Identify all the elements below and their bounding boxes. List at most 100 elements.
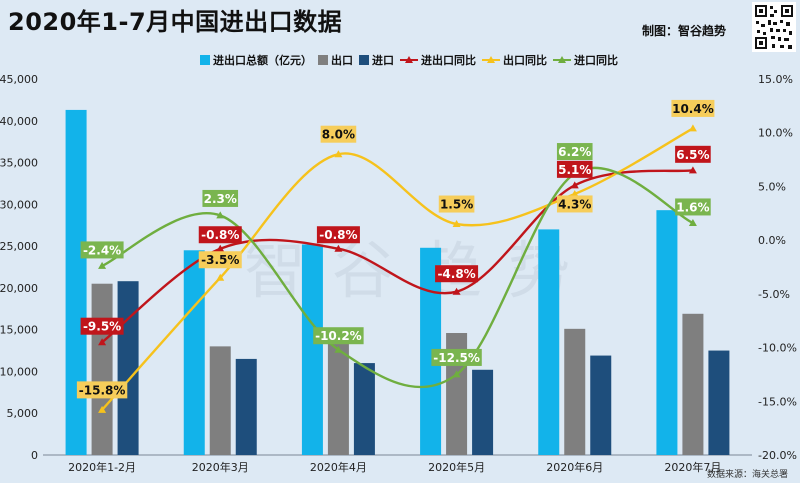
marker-total_yoy [452,287,461,295]
bar-import [708,350,730,455]
y-left-tick-label: 25,000 [0,240,38,253]
marker-total_yoy [216,244,225,252]
y-left-tick-label: 35,000 [0,157,38,170]
data-label-bg [313,327,364,345]
data-source: 数据来源：海关总署 [706,470,788,480]
y-left-tick-label: 40,000 [0,115,38,128]
y-right-tick-label: 0.0% [758,234,786,247]
legend-swatch [318,55,328,65]
data-label-text: -3.5% [201,253,239,267]
legend-item-import: 进口 [359,52,394,68]
bar-export [209,346,231,455]
data-label-bg [431,348,482,366]
legend-item-export_yoy: 出口同比 [482,52,547,68]
bar-export [682,313,704,455]
bar-total [420,247,442,455]
bar-import [117,281,139,455]
x-tick-label: 2020年7月 [664,460,721,474]
marker-export_yoy [452,220,461,228]
marker-total_yoy [98,338,107,346]
marker-import_yoy [98,261,107,269]
data-label-total_yoy: -9.5% [80,317,124,335]
data-label-import_yoy: -10.2% [313,327,364,345]
marker-export_yoy [688,124,697,132]
legend-item-export: 出口 [318,52,353,68]
legend-label: 进出口总额（亿元） [213,54,312,67]
y-left-tick-label: 15,000 [0,324,38,337]
data-label-export_yoy: -3.5% [198,251,242,269]
data-label-text: 5.1% [558,163,591,177]
legend-label: 进出口同比 [421,54,476,67]
data-label-text: -0.8% [319,228,357,242]
data-label-text: 6.2% [558,145,591,159]
data-label-bg [556,195,593,213]
data-label-bg [671,99,715,117]
legend-label: 进口 [372,54,394,67]
marker-export_yoy [334,150,343,158]
bar-total [538,229,560,455]
marker-total_yoy [570,181,579,189]
data-label-text: -0.8% [201,228,239,242]
data-label-import_yoy: -2.4% [80,241,124,259]
legend-label: 进口同比 [574,54,618,67]
legend-swatch [359,55,369,65]
data-label-export_yoy: -15.8% [76,381,128,399]
bar-export [564,328,586,455]
x-tick-label: 2020年3月 [192,460,249,474]
data-label-bg [202,189,239,207]
x-tick-label: 2020年6月 [546,460,603,474]
data-label-text: -4.8% [437,267,475,281]
data-label-bg [80,317,124,335]
data-label-text: -2.4% [83,243,121,257]
data-label-bg [675,145,711,163]
legend-line-marker [400,56,418,63]
data-label-bg [198,226,242,244]
data-label-text: 4.3% [558,197,591,211]
y-left-tick-label: 5,000 [7,407,39,420]
data-label-export_yoy: 10.4% [671,99,715,117]
chart-title: 2020年1-7月中国进出口数据 [8,8,343,36]
bar-import [472,369,494,455]
marker-import_yoy [688,218,697,226]
data-label-text: 1.5% [440,198,473,212]
marker-export_yoy [570,189,579,197]
data-label-text: -10.2% [315,329,362,343]
data-label-total_yoy: -4.8% [435,265,479,283]
data-label-total_yoy: -0.8% [198,226,242,244]
data-label-export_yoy: 1.5% [438,195,475,213]
marker-import_yoy [452,370,461,378]
y-right-tick-label: -20.0% [758,449,797,462]
x-tick-label: 2020年4月 [310,460,367,474]
data-label-import_yoy: 6.2% [556,143,593,161]
bar-export [327,335,349,455]
data-label-text: 8.0% [322,128,355,142]
data-label-text: -12.5% [433,351,480,365]
bar-import [235,358,257,455]
data-label-text: 10.4% [672,102,714,116]
marker-total_yoy [688,166,697,174]
legend-label: 出口 [331,54,353,67]
y-right-tick-label: -15.0% [758,395,797,408]
data-label-text: 1.6% [676,200,709,214]
x-tick-label: 2020年5月 [428,460,485,474]
data-label-bg [76,381,128,399]
data-label-bg [316,226,360,244]
bar-import [353,363,375,455]
marker-import_yoy [216,211,225,219]
bar-total [656,210,678,455]
bar-total [301,244,323,455]
y-left-tick-label: 20,000 [0,282,38,295]
y-right-tick-label: -10.0% [758,342,797,355]
data-label-import_yoy: 2.3% [202,189,239,207]
marker-export_yoy [216,273,225,281]
bar-export [91,283,113,455]
y-left-tick-label: 10,000 [0,365,38,378]
data-label-export_yoy: 4.3% [556,195,593,213]
data-label-text: 6.5% [676,148,709,162]
legend-label: 出口同比 [503,54,547,67]
y-right-tick-label: 15.0% [758,73,793,86]
y-left-tick-label: 0 [31,449,38,462]
x-tick-label: 2020年1-2月 [68,460,136,474]
data-label-export_yoy: 8.0% [320,125,357,143]
